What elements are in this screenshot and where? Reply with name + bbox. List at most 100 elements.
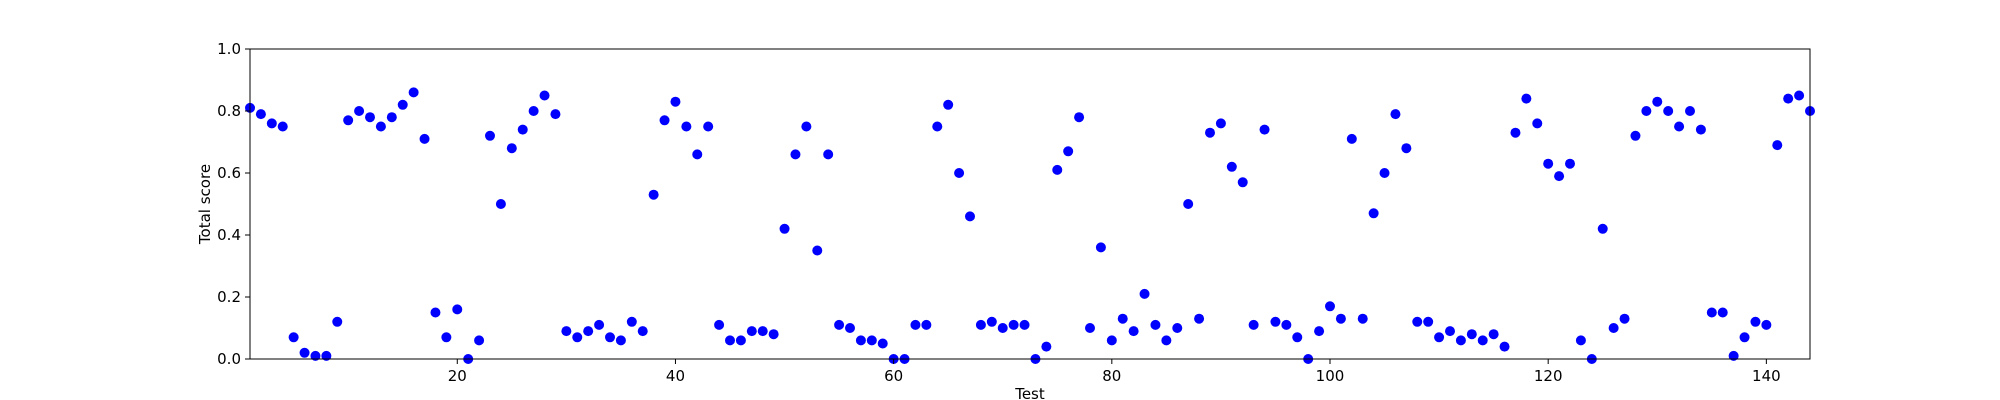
data-point xyxy=(801,121,812,132)
data-point xyxy=(1608,323,1619,333)
data-point xyxy=(855,335,866,346)
data-point xyxy=(779,223,790,234)
data-point xyxy=(1477,335,1488,346)
data-point xyxy=(1095,242,1106,253)
data-point xyxy=(1445,326,1455,337)
data-point xyxy=(1401,143,1412,154)
y-tick-label: 0.8 xyxy=(217,102,241,120)
data-point xyxy=(703,121,714,132)
x-tick-label: 20 xyxy=(448,367,467,385)
data-point xyxy=(1641,106,1652,116)
data-point xyxy=(1488,329,1499,340)
data-point xyxy=(1521,93,1532,104)
data-point xyxy=(605,332,615,343)
data-point xyxy=(255,109,266,120)
y-tick-label: 1.0 xyxy=(217,40,241,58)
data-point xyxy=(1565,158,1575,169)
data-point xyxy=(1554,171,1565,182)
x-axis-ticks: 20 40 60 80 100 120 140 xyxy=(448,359,1781,385)
data-point xyxy=(910,319,921,330)
data-point xyxy=(845,323,855,333)
data-point xyxy=(550,109,561,120)
data-point xyxy=(1466,329,1477,340)
data-point xyxy=(866,335,877,346)
data-point xyxy=(1455,335,1466,346)
data-point xyxy=(430,307,441,318)
data-point xyxy=(921,319,932,330)
y-tick-label: 0.2 xyxy=(217,288,241,306)
data-point xyxy=(299,347,310,358)
data-point xyxy=(539,90,550,101)
data-point xyxy=(1510,127,1521,138)
data-point xyxy=(594,319,605,330)
data-point xyxy=(1085,323,1095,333)
data-point xyxy=(1390,109,1401,120)
data-point xyxy=(1106,335,1117,346)
data-point xyxy=(648,189,659,200)
data-point xyxy=(1783,93,1794,104)
data-point xyxy=(1183,199,1194,209)
data-point xyxy=(692,149,703,160)
data-point xyxy=(517,124,528,135)
data-point xyxy=(1543,158,1554,169)
x-tick-label: 140 xyxy=(1752,367,1781,385)
data-point xyxy=(1281,319,1292,330)
x-tick-label: 40 xyxy=(666,367,685,385)
data-point xyxy=(735,335,746,346)
data-point xyxy=(1314,326,1325,337)
data-point xyxy=(1008,319,1019,330)
data-point xyxy=(1215,118,1226,129)
y-axis-ticks: 0.0 0.2 0.4 0.6 0.8 1.0 xyxy=(217,40,250,368)
data-point xyxy=(997,323,1008,333)
data-point xyxy=(1128,326,1139,337)
data-point xyxy=(1194,313,1205,324)
data-points xyxy=(245,87,1815,364)
data-point xyxy=(1750,316,1761,327)
data-point xyxy=(681,121,692,132)
data-point xyxy=(1063,146,1074,157)
data-point xyxy=(1052,164,1063,175)
data-point xyxy=(834,319,845,330)
data-point xyxy=(332,316,343,327)
data-point xyxy=(1739,332,1750,343)
data-point xyxy=(583,326,594,337)
data-point xyxy=(986,316,997,327)
data-point xyxy=(408,87,419,98)
plot-frame xyxy=(249,48,1811,360)
x-tick-label: 120 xyxy=(1534,367,1563,385)
data-point xyxy=(386,112,397,123)
y-axis-label: Total score xyxy=(196,164,214,245)
data-point xyxy=(943,99,954,110)
data-point xyxy=(277,121,288,132)
data-point xyxy=(343,115,354,126)
data-point xyxy=(1205,127,1215,138)
data-point xyxy=(1423,316,1434,327)
data-point xyxy=(485,130,495,141)
x-tick-label: 60 xyxy=(884,367,903,385)
data-point xyxy=(288,332,299,343)
data-point xyxy=(975,319,986,330)
data-point xyxy=(1717,307,1728,318)
data-point xyxy=(1674,121,1685,132)
data-point xyxy=(1619,313,1630,324)
data-point xyxy=(1663,106,1674,116)
data-point xyxy=(1412,316,1423,327)
data-point xyxy=(615,335,626,346)
y-tick-label: 0.4 xyxy=(217,226,241,244)
data-point xyxy=(768,329,779,340)
data-point xyxy=(266,118,277,129)
data-point xyxy=(1532,118,1543,129)
data-point xyxy=(474,335,485,346)
data-point xyxy=(572,332,583,343)
data-point xyxy=(1597,223,1608,234)
data-point xyxy=(1761,319,1772,330)
data-point xyxy=(1150,319,1161,330)
data-point xyxy=(714,319,725,330)
data-point xyxy=(375,121,386,132)
data-point xyxy=(1270,316,1281,327)
data-point xyxy=(1794,90,1805,101)
data-point xyxy=(1292,332,1303,343)
data-point xyxy=(1575,335,1586,346)
data-point xyxy=(1706,307,1717,318)
